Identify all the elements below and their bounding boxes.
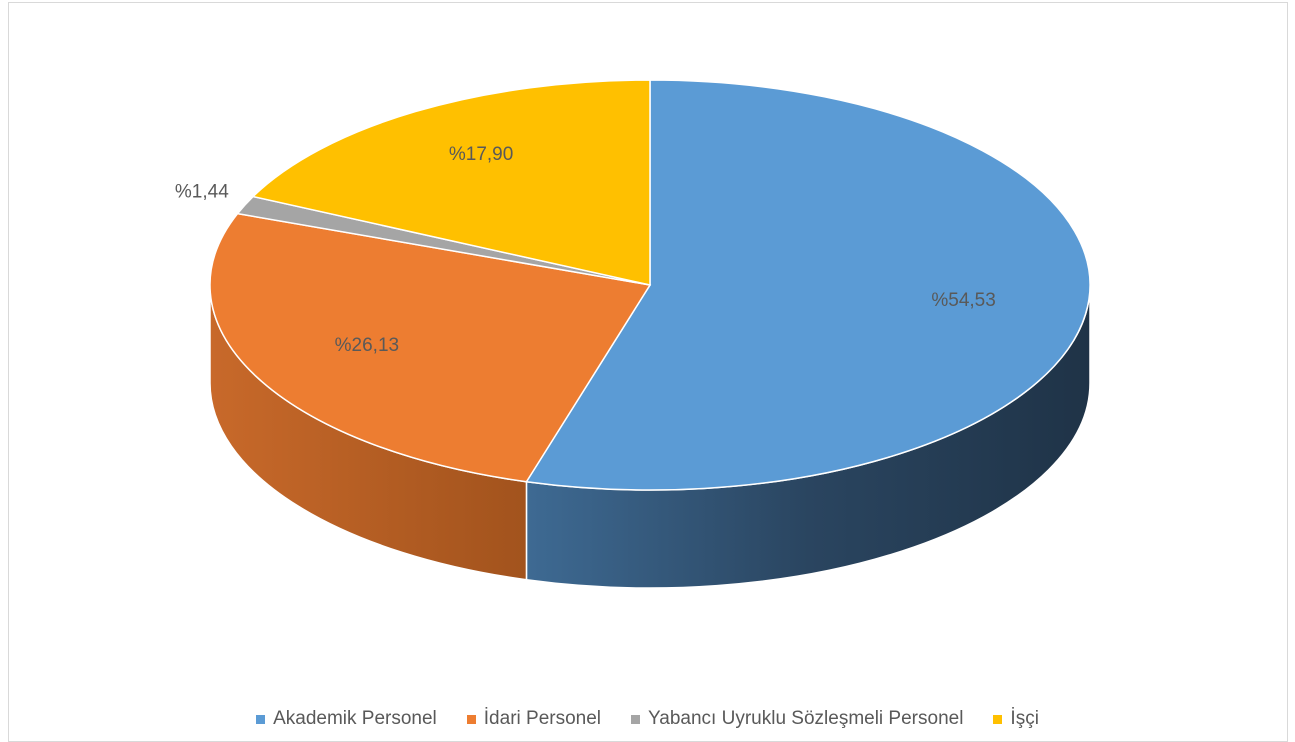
pie-slice-3 [251, 79, 651, 286]
data-label-0: %54,53 [931, 290, 995, 311]
data-label-2: %1,44 [175, 181, 229, 202]
pie-slice-1 [209, 212, 652, 483]
legend: Akademik Personel İdari Personel Yabancı U… [0, 708, 1295, 730]
legend-item-2: Yabancı Uyruklu Sözleşmeli Personel [631, 708, 963, 730]
legend-label-2: Yabancı Uyruklu Sözleşmeli Personel [648, 708, 964, 729]
data-label-3: %17,90 [449, 144, 513, 165]
legend-swatch-0 [256, 714, 266, 724]
legend-label-3: İşçi [1010, 708, 1039, 729]
pie-chart: %54,53 %26,13 %1,44 %17,90 [175, 79, 1091, 589]
legend-item-0: Akademik Personel [256, 708, 437, 730]
legend-swatch-1 [466, 714, 476, 724]
legend-item-3: İşçi [993, 708, 1039, 730]
legend-swatch-2 [631, 714, 641, 724]
pie-tops [209, 79, 1091, 491]
legend-label-1: İdari Personel [483, 708, 602, 729]
pie-slice-0 [525, 79, 1091, 491]
legend-swatch-3 [993, 714, 1003, 724]
pie-labels: %54,53 %26,13 %1,44 %17,90 [175, 144, 996, 356]
legend-item-1: İdari Personel [466, 708, 602, 730]
legend-label-0: Akademik Personel [273, 708, 437, 729]
data-label-1: %26,13 [335, 335, 399, 356]
